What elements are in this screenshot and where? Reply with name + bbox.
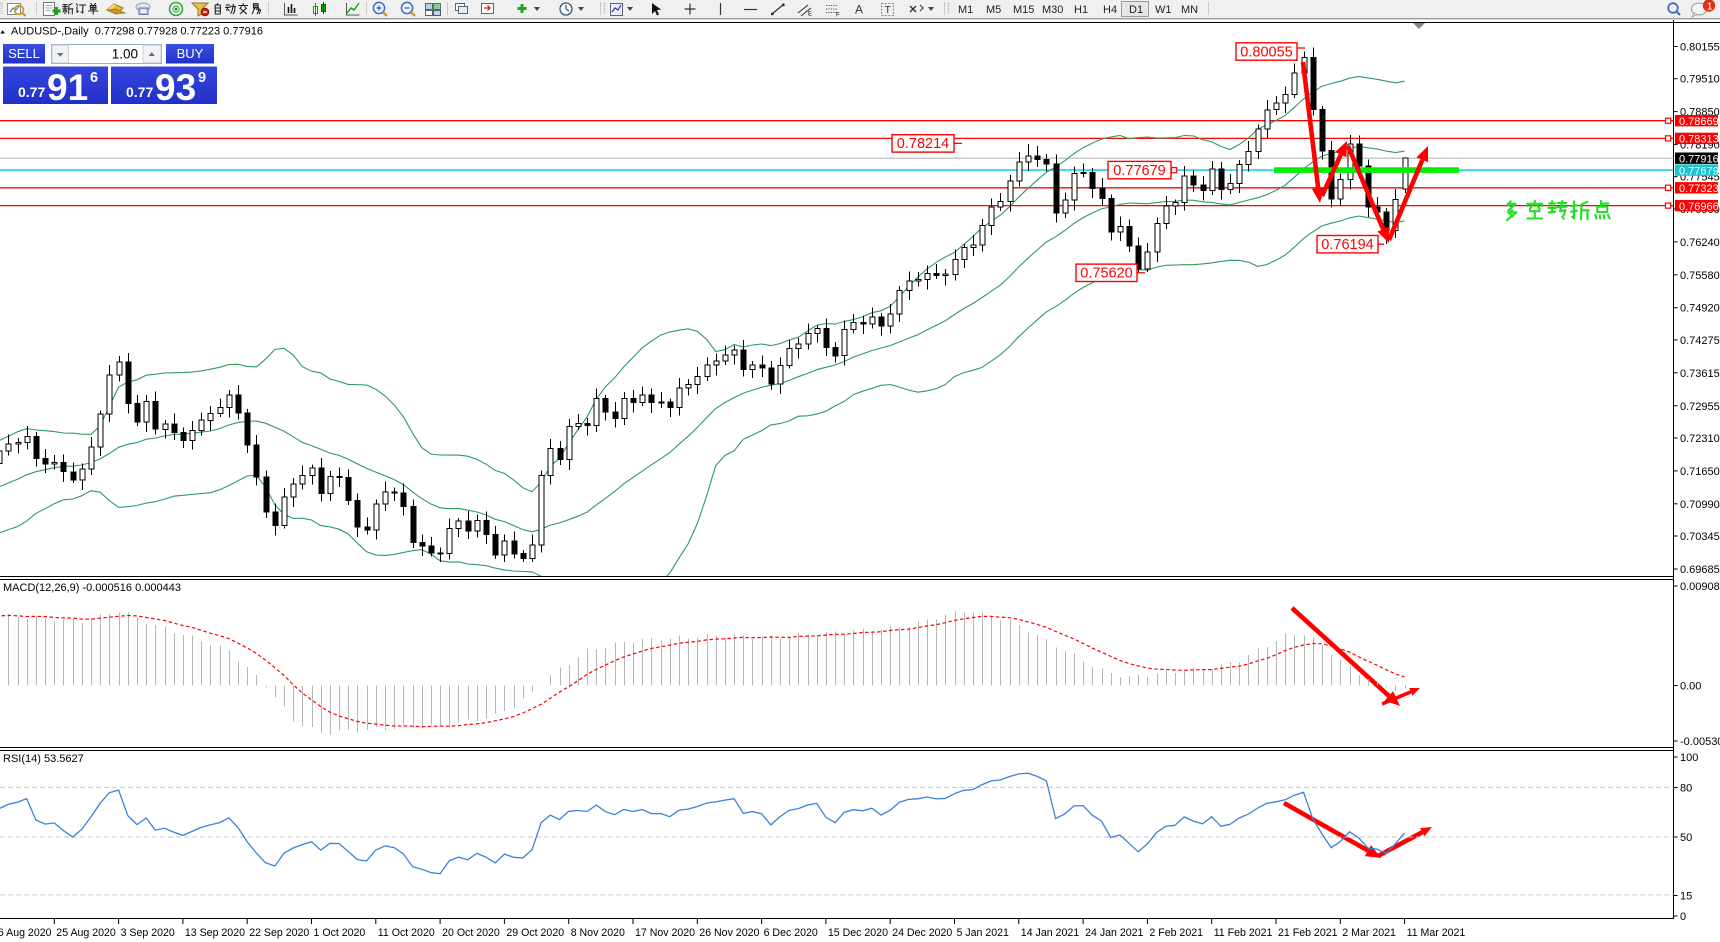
- svg-text:0.78669: 0.78669: [1679, 116, 1719, 128]
- svg-text:0.77679: 0.77679: [1679, 165, 1719, 177]
- svg-text:0.77916: 0.77916: [1679, 153, 1719, 165]
- svg-text:0.77679: 0.77679: [1113, 163, 1165, 179]
- svg-text:24 Jan 2021: 24 Jan 2021: [1085, 927, 1143, 939]
- svg-text:93: 93: [155, 67, 196, 108]
- svg-text:0.76194: 0.76194: [1321, 237, 1373, 253]
- svg-text:A: A: [855, 3, 863, 17]
- svg-text:0.72310: 0.72310: [1680, 433, 1720, 445]
- svg-text:0.72955: 0.72955: [1680, 401, 1720, 413]
- svg-text:11 Mar 2021: 11 Mar 2021: [1407, 927, 1466, 939]
- svg-text:0.009081: 0.009081: [1680, 581, 1720, 593]
- svg-text:M15: M15: [1013, 4, 1034, 16]
- svg-text:0: 0: [1680, 911, 1686, 923]
- svg-text:0.69685: 0.69685: [1680, 564, 1720, 576]
- svg-text:80: 80: [1680, 783, 1692, 795]
- svg-text:11 Oct 2020: 11 Oct 2020: [378, 927, 435, 939]
- svg-text:15: 15: [1680, 891, 1692, 903]
- svg-text:0.77: 0.77: [126, 84, 153, 100]
- svg-text:1: 1: [1707, 1, 1713, 13]
- svg-text:0.80155: 0.80155: [1680, 42, 1720, 54]
- svg-text:2 Feb 2021: 2 Feb 2021: [1149, 927, 1203, 939]
- svg-text:20 Oct 2020: 20 Oct 2020: [442, 927, 500, 939]
- svg-text:0.75620: 0.75620: [1080, 266, 1132, 282]
- svg-text:9: 9: [198, 70, 206, 86]
- svg-text:26 Nov 2020: 26 Nov 2020: [699, 927, 759, 939]
- svg-text:1.00: 1.00: [112, 47, 138, 62]
- svg-text:16 Aug 2020: 16 Aug 2020: [0, 927, 52, 939]
- svg-text:MN: MN: [1181, 4, 1198, 16]
- svg-text:0.70345: 0.70345: [1680, 531, 1720, 543]
- svg-text:24 Dec 2020: 24 Dec 2020: [892, 927, 952, 939]
- svg-text:D1: D1: [1129, 4, 1143, 16]
- svg-text:3 Sep 2020: 3 Sep 2020: [121, 927, 175, 939]
- svg-text:0.70990: 0.70990: [1680, 499, 1720, 511]
- svg-text:11 Feb 2021: 11 Feb 2021: [1214, 927, 1273, 939]
- svg-text:H4: H4: [1103, 4, 1117, 16]
- svg-text:0.79510: 0.79510: [1680, 74, 1720, 86]
- svg-text:M1: M1: [958, 4, 973, 16]
- svg-text:SELL: SELL: [8, 46, 40, 61]
- svg-text:0.74275: 0.74275: [1680, 335, 1720, 347]
- svg-text:14 Jan 2021: 14 Jan 2021: [1021, 927, 1079, 939]
- svg-text:15 Dec 2020: 15 Dec 2020: [828, 927, 888, 939]
- svg-text:13 Sep 2020: 13 Sep 2020: [185, 927, 245, 939]
- svg-text:8 Nov 2020: 8 Nov 2020: [571, 927, 625, 939]
- svg-text:2 Mar 2021: 2 Mar 2021: [1342, 927, 1396, 939]
- svg-text:0.00: 0.00: [1680, 681, 1701, 693]
- svg-text:M5: M5: [986, 4, 1001, 16]
- svg-text:MACD(12,26,9) -0.000516 0.0004: MACD(12,26,9) -0.000516 0.000443: [3, 582, 181, 594]
- svg-text:17 Nov 2020: 17 Nov 2020: [635, 927, 695, 939]
- svg-text:RSI(14) 53.5627: RSI(14) 53.5627: [3, 753, 84, 765]
- svg-text:100: 100: [1680, 752, 1698, 764]
- svg-text:0.77: 0.77: [18, 84, 45, 100]
- svg-text:50: 50: [1680, 832, 1692, 844]
- svg-text:AUDUSD-,Daily 0.77298 0.77928: AUDUSD-,Daily 0.77298 0.77928 0.77223 0.…: [11, 26, 263, 38]
- svg-text:0.75580: 0.75580: [1680, 270, 1720, 282]
- svg-text:25 Aug 2020: 25 Aug 2020: [56, 927, 116, 939]
- svg-text:T: T: [885, 4, 892, 16]
- svg-text:29 Oct 2020: 29 Oct 2020: [506, 927, 564, 939]
- svg-text:BUY: BUY: [177, 46, 204, 61]
- svg-text:91: 91: [47, 67, 88, 108]
- svg-text:5 Jan 2021: 5 Jan 2021: [957, 927, 1010, 939]
- svg-text:0.76240: 0.76240: [1680, 237, 1720, 249]
- svg-text:0.77323: 0.77323: [1679, 183, 1719, 195]
- svg-text:22 Sep 2020: 22 Sep 2020: [249, 927, 309, 939]
- svg-text:F: F: [836, 13, 840, 19]
- svg-text:21 Feb 2021: 21 Feb 2021: [1278, 927, 1338, 939]
- svg-text:0.78313: 0.78313: [1679, 134, 1719, 146]
- svg-text:0.74920: 0.74920: [1680, 303, 1720, 315]
- svg-text:0.80055: 0.80055: [1240, 44, 1292, 60]
- svg-text:M30: M30: [1042, 4, 1063, 16]
- svg-text:0.76966: 0.76966: [1679, 201, 1719, 213]
- svg-text:H1: H1: [1074, 4, 1088, 16]
- svg-text:W1: W1: [1155, 4, 1172, 16]
- svg-text:-0.005306: -0.005306: [1680, 736, 1720, 748]
- svg-text:6: 6: [90, 70, 98, 86]
- svg-text:0.71650: 0.71650: [1680, 466, 1720, 478]
- svg-text:1 Oct 2020: 1 Oct 2020: [314, 927, 366, 939]
- svg-text:0.73615: 0.73615: [1680, 368, 1720, 380]
- svg-text:6 Dec 2020: 6 Dec 2020: [764, 927, 818, 939]
- svg-text:0.78214: 0.78214: [897, 136, 949, 152]
- svg-text:E: E: [808, 12, 812, 18]
